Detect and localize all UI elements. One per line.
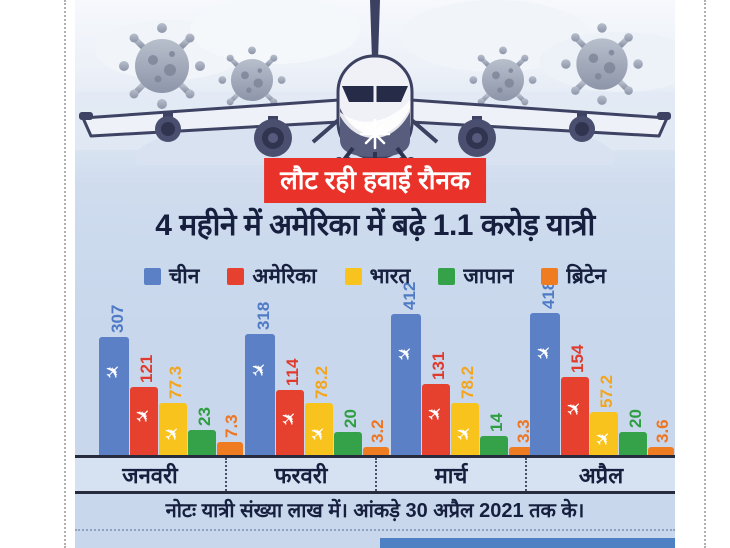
month-axis-bottom-rule [75,491,675,494]
airplane-icon: ✈ [561,396,589,423]
bar-value-label: 7.3 [222,414,241,438]
bar-value-label: 307 [108,304,127,333]
bar-series-1-month-0: ✈ [130,387,158,455]
bar-series-0-month-1: ✈ [245,334,275,455]
airplane-icon: ✈ [305,421,333,448]
bar-value-label: 3.6 [653,419,672,443]
bar-series-4-month-2 [509,447,535,455]
airplane-illustration [75,0,675,165]
bar-group-1: ✈ 318 ✈ 114 ✈ 78.2 20 3.2 [245,290,395,455]
bar-group-3: ✈ 418 ✈ 154 ✈ 57.2 20 3.6 [530,281,675,455]
month-label-2: मार्च [375,458,525,491]
bar-series-1-month-3: ✈ [561,377,589,455]
airplane-icon: ✈ [159,421,187,448]
airplane-icon: ✈ [451,421,479,448]
infographic-card: लौट रही हवाई रौनक 4 महीने में अमेरिका मे… [75,0,675,548]
bar-value-label: 114 [283,358,302,386]
footnote: नोटः यात्री संख्या लाख में। आंकड़े 30 अप… [165,500,585,522]
bar-value-label: 20 [626,409,645,428]
fuselage [336,54,414,160]
bar-series-3-month-2 [480,436,508,455]
chart-title: 4 महीने में अमेरिका में बढ़े 1.1 करोड़ य… [155,209,595,242]
bar-group-0: ✈ 307 ✈ 121 ✈ 77.3 23 7.3 [99,290,249,455]
legend-label: चीन [168,265,200,288]
month-axis: जनवरी फरवरी मार्च अप्रैल [75,458,675,491]
legend-item-4: ब्रिटेन [541,262,606,290]
bar-series-2-month-1: ✈ [305,403,333,455]
bar-value-label: 154 [568,344,587,373]
bar-value-label: 78.2 [458,365,477,399]
bar-series-2-month-0: ✈ [159,403,187,455]
bar-series-1-month-1: ✈ [276,390,304,455]
legend-label: जापान [463,265,514,288]
bar-series-2-month-3: ✈ [590,412,618,455]
banner-headline: लौट रही हवाई रौनक [264,158,486,203]
right-column-rule [704,0,706,548]
bar-series-3-month-1 [334,432,362,455]
bar-group-2: ✈ 412 ✈ 131 ✈ 78.2 14 3.3 [391,282,541,455]
legend-swatch-icon [344,267,362,285]
airplane-icon: ✈ [100,359,128,386]
bar-series-0-month-0: ✈ [99,337,129,455]
bar-value-label: 3.2 [368,419,387,443]
legend-label: ब्रिटेन [566,265,607,288]
airplane-icon: ✈ [590,426,618,453]
bar-series-4-month-1 [363,447,389,455]
month-label-1: फरवरी [225,458,375,491]
bar-value-label: 78.2 [312,365,331,399]
bar-series-0-month-3: ✈ [530,313,560,455]
airplane-icon: ✈ [246,357,274,384]
left-column-rule [64,0,66,548]
bar-series-1-month-2: ✈ [422,384,450,455]
month-label-3: अप्रैल [525,458,675,491]
sparkle [359,118,391,150]
bar-chart: ✈ 307 ✈ 121 ✈ 77.3 23 7.3 ✈ 318 ✈ 114 ✈ 78.2 20 3.2 ✈ 412… [75,281,675,455]
airplane-icon: ✈ [276,406,304,433]
next-card-strip [380,538,675,548]
bar-value-label: 131 [429,351,448,380]
legend-label: भारत [369,265,411,288]
bar-value-label: 23 [195,407,214,426]
bar-value-label: 57.2 [597,374,616,408]
bar-series-0-month-2: ✈ [391,314,421,455]
engines [155,112,595,157]
legend-swatch-icon [438,267,456,285]
bar-series-3-month-3 [619,432,647,455]
bar-value-label: 20 [341,409,360,428]
legend-item-0: चीन [143,262,200,290]
legend-swatch-icon [541,267,559,285]
legend-item-3: जापान [438,262,513,290]
bar-series-4-month-0 [217,442,243,455]
legend-swatch-icon [143,267,161,285]
airplane-icon: ✈ [130,403,158,430]
bar-value-label: 318 [254,301,273,330]
bar-series-2-month-2: ✈ [451,403,479,455]
airplane-icon: ✈ [422,401,450,428]
tail-fin [370,0,380,60]
airplane-icon: ✈ [392,341,420,368]
bar-value-label: 121 [137,354,156,383]
bar-series-3-month-0 [188,430,216,455]
bar-series-4-month-3 [648,447,674,455]
legend-label: अमेरिका [252,265,317,288]
legend-item-2: भारत [344,262,411,290]
airplane-icon: ✈ [531,340,559,367]
bar-value-label: 77.3 [166,365,185,399]
month-label-0: जनवरी [122,462,178,488]
legend: चीन अमेरिका भारत जापान ब्रिटेन [75,262,675,290]
legend-swatch-icon [227,267,245,285]
legend-item-1: अमेरिका [227,262,317,290]
bar-value-label: 14 [487,413,506,432]
bottom-dotted-divider [75,529,675,531]
chart-baseline [75,455,675,458]
bar-value-label: 3.3 [514,419,533,443]
